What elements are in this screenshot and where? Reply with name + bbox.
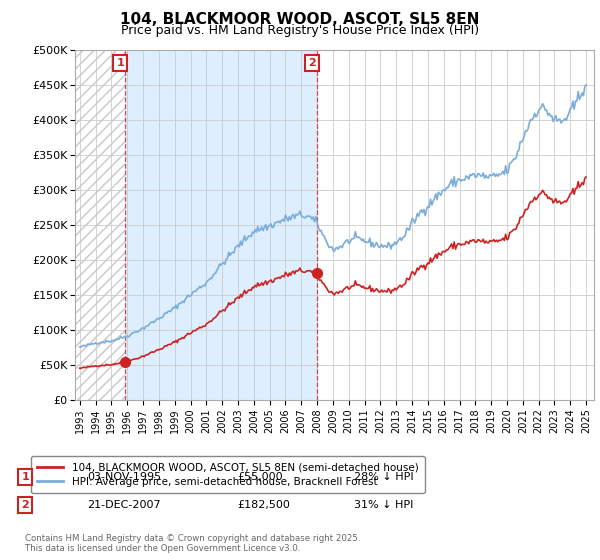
Text: 1: 1 xyxy=(22,472,29,482)
Text: 03-NOV-1995: 03-NOV-1995 xyxy=(87,472,161,482)
Bar xyxy=(125,50,317,400)
Text: 104, BLACKMOOR WOOD, ASCOT, SL5 8EN: 104, BLACKMOOR WOOD, ASCOT, SL5 8EN xyxy=(121,12,479,27)
Text: £182,500: £182,500 xyxy=(237,500,290,510)
Text: 31% ↓ HPI: 31% ↓ HPI xyxy=(354,500,413,510)
Legend: 104, BLACKMOOR WOOD, ASCOT, SL5 8EN (semi-detached house), HPI: Average price, s: 104, BLACKMOOR WOOD, ASCOT, SL5 8EN (sem… xyxy=(31,456,425,493)
Text: £55,000: £55,000 xyxy=(237,472,283,482)
Bar xyxy=(75,50,125,400)
Text: 2: 2 xyxy=(308,58,316,68)
Text: 21-DEC-2007: 21-DEC-2007 xyxy=(87,500,161,510)
Text: Price paid vs. HM Land Registry's House Price Index (HPI): Price paid vs. HM Land Registry's House … xyxy=(121,24,479,36)
Text: 1: 1 xyxy=(116,58,124,68)
Text: Contains HM Land Registry data © Crown copyright and database right 2025.
This d: Contains HM Land Registry data © Crown c… xyxy=(25,534,361,553)
Text: 2: 2 xyxy=(22,500,29,510)
Text: 28% ↓ HPI: 28% ↓ HPI xyxy=(354,472,413,482)
